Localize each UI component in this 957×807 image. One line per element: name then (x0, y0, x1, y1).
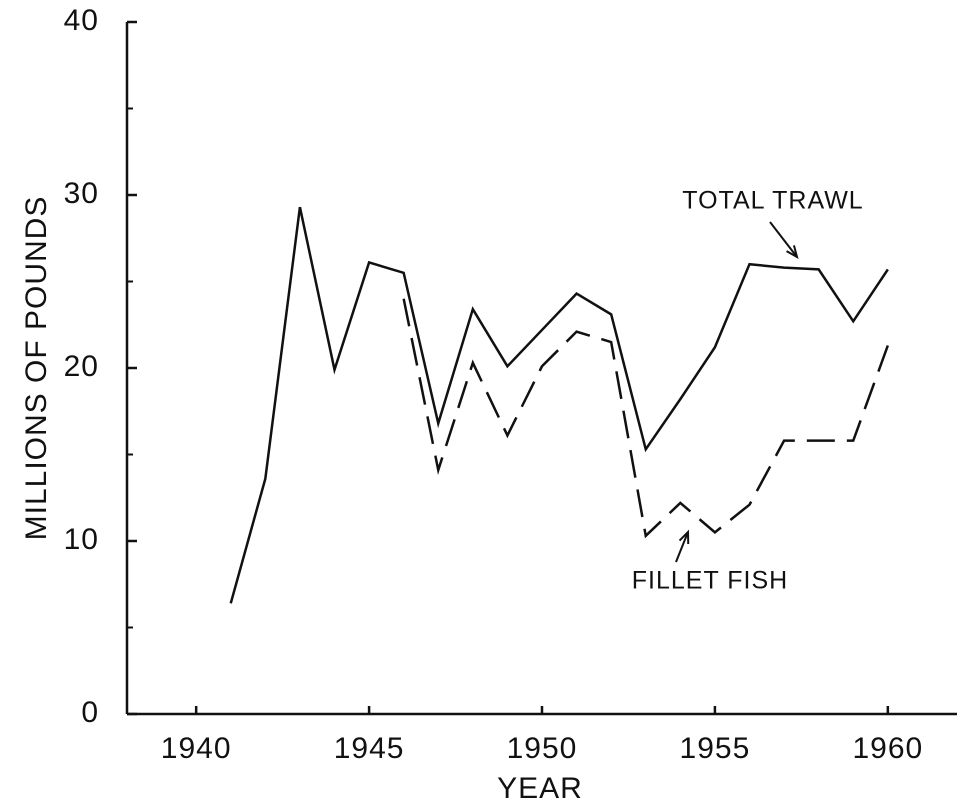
x-tick-label: 1960 (852, 732, 923, 765)
y-tick-label: 40 (64, 4, 99, 37)
series-annotation: TOTAL TRAWL (682, 187, 863, 215)
y-tick-label: 10 (64, 523, 99, 556)
series-line (229, 206, 889, 604)
y-tick-label: 20 (64, 350, 99, 383)
x-tick-label: 1945 (334, 732, 405, 765)
x-tick-label: 1940 (161, 732, 232, 765)
x-tick-label: 1955 (680, 732, 751, 765)
arrow-head (678, 529, 690, 545)
series-line (402, 298, 890, 539)
arrow-head (786, 245, 799, 260)
y-tick-label: 30 (64, 177, 99, 210)
y-axis-label: MILLIONS OF POUNDS (20, 196, 53, 541)
x-axis-label: YEAR (497, 772, 583, 805)
y-tick-label: 0 (81, 696, 99, 729)
series-annotation: FILLET FISH (632, 567, 788, 595)
annotation-arrow (675, 531, 689, 563)
annotation-arrow (769, 221, 798, 258)
x-tick-label: 1950 (507, 732, 578, 765)
